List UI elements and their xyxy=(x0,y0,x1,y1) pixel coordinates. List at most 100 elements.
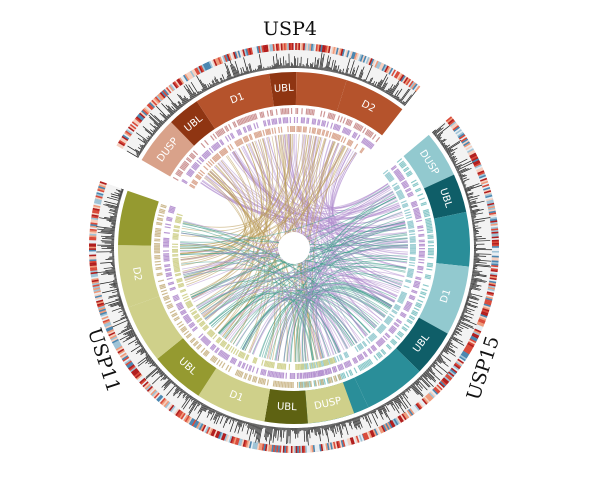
hist-bar xyxy=(461,181,466,184)
heat-cell xyxy=(326,442,330,451)
heat-cell xyxy=(359,54,364,62)
tick-mark xyxy=(402,182,409,187)
heat-cell xyxy=(408,80,414,88)
heat-cell xyxy=(89,260,97,263)
hist-bar xyxy=(443,144,451,149)
hist-bar xyxy=(382,404,387,412)
heat-cell xyxy=(411,406,418,413)
hist-bar xyxy=(441,350,444,353)
hist-bar xyxy=(358,66,365,81)
tick-mark xyxy=(362,138,367,144)
hist-bar xyxy=(122,328,134,335)
heat-cell xyxy=(143,382,150,389)
tick-mark xyxy=(155,229,162,232)
heat-cell xyxy=(467,341,475,347)
heat-cell xyxy=(191,69,197,77)
hist-bar xyxy=(148,114,162,127)
hist-bar xyxy=(254,423,257,430)
tick-mark xyxy=(271,361,274,369)
tick-mark xyxy=(417,193,424,197)
hist-bar xyxy=(471,217,476,219)
heat-cell xyxy=(477,319,486,325)
hist-bar xyxy=(135,149,142,154)
heat-cell xyxy=(454,127,462,134)
tick-mark xyxy=(189,184,195,189)
heat-cell xyxy=(303,445,306,453)
hist-bar xyxy=(355,416,361,430)
heat-cell xyxy=(452,365,460,371)
hist-bar xyxy=(268,426,272,445)
tick-mark xyxy=(173,265,180,268)
tick-mark xyxy=(163,258,170,261)
hist-bar xyxy=(188,400,199,416)
tick-mark xyxy=(190,338,196,344)
heat-cell xyxy=(162,399,169,407)
heat-cell xyxy=(168,84,175,92)
heat-cell xyxy=(343,439,348,447)
heat-cell xyxy=(207,427,212,435)
heat-cell xyxy=(426,394,433,401)
heat-cell xyxy=(222,433,227,441)
hist-bar xyxy=(254,68,257,73)
tick-mark xyxy=(335,134,340,141)
hist-bar xyxy=(125,317,129,320)
link-chord xyxy=(226,288,381,341)
hist-bar xyxy=(347,419,351,427)
tick-mark xyxy=(244,373,248,380)
domain-segment xyxy=(128,296,183,359)
tick-mark xyxy=(178,284,185,289)
hist-bar xyxy=(459,174,467,179)
tick-mark xyxy=(242,353,246,360)
hist-bar xyxy=(439,138,446,143)
tick-mark xyxy=(242,136,247,143)
hist-bar xyxy=(280,427,283,442)
tick-mark xyxy=(246,125,250,132)
heat-cell xyxy=(90,218,98,222)
heat-cell xyxy=(127,364,135,370)
hist-bar xyxy=(240,72,243,76)
heat-cell xyxy=(167,403,173,411)
tick-mark xyxy=(218,139,224,146)
heat-cell xyxy=(451,123,459,130)
tick-mark xyxy=(200,322,206,328)
heat-cell xyxy=(154,96,161,103)
heat-cell xyxy=(240,439,245,447)
heat-cell xyxy=(138,376,145,383)
hist-bar xyxy=(377,407,383,415)
heat-cell xyxy=(172,407,178,415)
hist-bar xyxy=(468,291,471,293)
hist-bar xyxy=(146,357,152,362)
heat-cell xyxy=(489,215,497,219)
hist-bar xyxy=(389,80,400,96)
hist-bar xyxy=(391,399,394,402)
heat-cell xyxy=(91,214,99,218)
hist-bar xyxy=(467,293,472,296)
tick-mark xyxy=(358,343,363,350)
tick-mark xyxy=(212,334,218,340)
heat-cell xyxy=(259,45,263,53)
tick-mark xyxy=(425,274,432,277)
hist-bar xyxy=(352,73,355,79)
heat-cell xyxy=(363,432,368,440)
hist-bar xyxy=(470,284,479,288)
heat-cell xyxy=(298,43,301,51)
tick-mark xyxy=(227,134,232,141)
hist-bar xyxy=(351,418,356,429)
tick-mark xyxy=(203,338,209,344)
tick-mark xyxy=(239,118,243,125)
tick-mark xyxy=(376,329,382,335)
heat-cell xyxy=(397,73,404,81)
hist-bar xyxy=(428,367,433,371)
hist-bar xyxy=(306,427,309,446)
hist-bar xyxy=(391,94,394,97)
domain-segment xyxy=(336,80,403,136)
heat-cell xyxy=(185,416,192,424)
tick-mark xyxy=(178,323,184,328)
hist-bar xyxy=(398,394,409,409)
heat-cell xyxy=(448,119,456,126)
tick-mark xyxy=(313,362,316,369)
heat-cell xyxy=(487,286,496,290)
hist-bar xyxy=(464,189,472,193)
tick-mark xyxy=(400,312,407,317)
heat-cell xyxy=(106,327,114,332)
